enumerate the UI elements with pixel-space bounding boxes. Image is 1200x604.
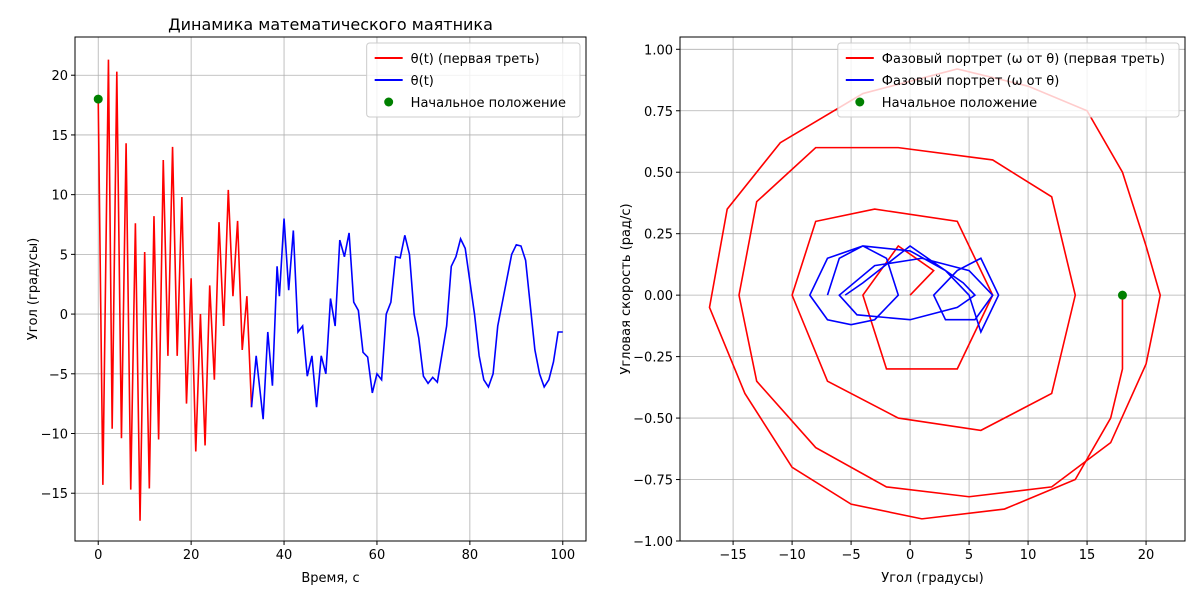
x-axis-label: Угол (градусы) — [881, 571, 983, 586]
y-tick-label: 5 — [60, 248, 68, 263]
x-tick-label: 20 — [183, 548, 200, 563]
y-tick-label: 20 — [51, 69, 68, 84]
y-tick-label: 0.50 — [644, 166, 673, 181]
y-tick-label: 0 — [60, 308, 68, 323]
x-tick-label: 10 — [1020, 548, 1037, 563]
x-tick-label: 40 — [276, 548, 293, 563]
x-tick-label: 100 — [550, 548, 575, 563]
x-tick-label: 15 — [1079, 548, 1096, 563]
legend-marker — [384, 97, 394, 107]
axes-frame — [74, 36, 587, 542]
x-tick-label: −5 — [842, 548, 861, 563]
y-axis-label: Угол (градусы) — [26, 238, 41, 340]
x-tick-label: 20 — [1138, 548, 1155, 563]
y-tick-label: −15 — [41, 487, 68, 502]
legend: Фазовый портрет (ω от θ) (первая треть) Ф… — [837, 42, 1180, 118]
x-tick-label: 80 — [462, 548, 479, 563]
legend: θ(t) (первая треть) θ(t) Начальное положен… — [366, 42, 581, 118]
legend-box — [366, 42, 581, 118]
y-tick-label: −0.50 — [633, 412, 673, 427]
y-tick-label: −0.25 — [633, 351, 673, 366]
y-tick-label: −5 — [49, 368, 68, 383]
y-tick-label: −0.75 — [633, 474, 673, 489]
legend-label: θ(t) — [411, 74, 434, 89]
y-tick-label: 15 — [51, 129, 68, 144]
y-tick-label: 10 — [51, 189, 68, 204]
legend-label: Фазовый портрет (ω от θ) — [882, 74, 1060, 89]
x-tick-label: 0 — [94, 548, 102, 563]
series-line — [808, 244, 1000, 335]
y-tick-label: −10 — [41, 428, 68, 443]
series-line — [97, 59, 253, 521]
series-line — [250, 218, 563, 420]
legend-box — [837, 42, 1180, 118]
legend-label: θ(t) (первая треть) — [411, 52, 540, 67]
start-point — [93, 94, 103, 104]
x-tick-label: −10 — [778, 548, 805, 563]
x-axis-label: Время, с — [301, 571, 359, 586]
y-tick-label: 1.00 — [644, 43, 673, 58]
legend-label: Начальное положение — [411, 96, 566, 111]
series-line — [708, 68, 1162, 520]
y-tick-label: −1.00 — [633, 535, 673, 550]
y-tick-label: 0.00 — [644, 289, 673, 304]
x-tick-label: 60 — [369, 548, 386, 563]
y-tick-label: 0.25 — [644, 228, 673, 243]
legend-label: Начальное положение — [882, 96, 1037, 111]
y-tick-label: 0.75 — [644, 105, 673, 120]
start-point — [1117, 290, 1127, 300]
legend-label: Фазовый портрет (ω от θ) (первая треть) — [882, 52, 1165, 67]
x-tick-label: −15 — [719, 548, 746, 563]
axes-frame — [679, 36, 1186, 542]
legend-marker — [855, 97, 865, 107]
y-axis-label: Угловая скорость (рад/с) — [619, 203, 634, 374]
x-tick-label: 5 — [965, 548, 973, 563]
chart-title: Динамика математического маятника — [168, 15, 493, 34]
x-tick-label: 0 — [906, 548, 914, 563]
